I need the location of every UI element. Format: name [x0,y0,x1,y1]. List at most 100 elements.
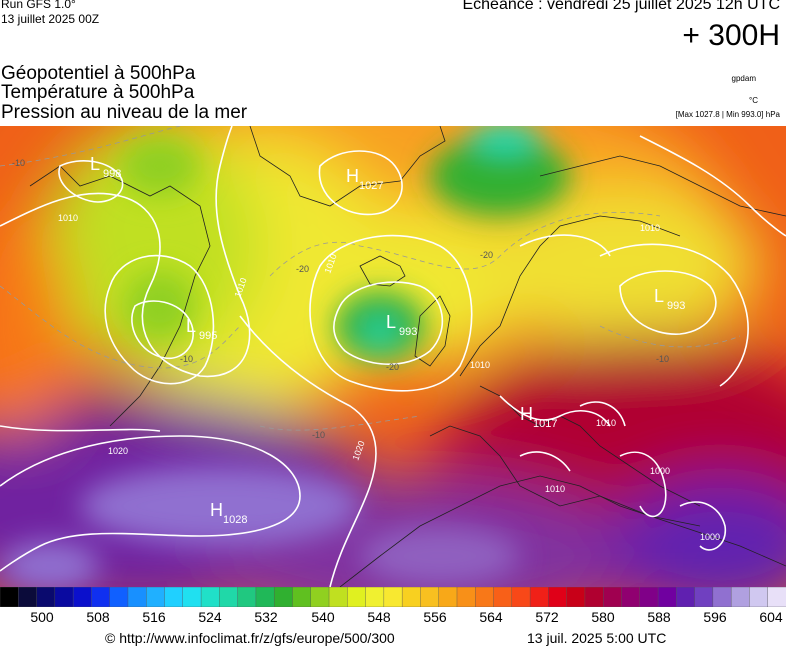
colorbar-cell [475,587,495,607]
colorbar-tick-label: 588 [647,609,671,625]
pressure-center-value: 998 [103,168,121,180]
colorbar-cell [548,587,568,607]
pressure-center-value: 993 [399,326,417,338]
title-geopotential: Géopotentiel à 500hPa [1,63,196,84]
isobar-label: 1010 [58,213,78,223]
colorbar-tick-label: 532 [254,609,278,625]
colorbar-tick-label: 604 [759,609,783,625]
colorbar-cell [676,587,696,607]
colorbar-cell [146,587,166,607]
isobar-label: 1010 [470,360,490,370]
colorbar-cell [328,587,348,607]
temperature-label: -10 [180,354,193,364]
colorbar-cell [657,587,678,607]
pressure-center-letter: L [654,286,664,306]
colorbar-cell [730,587,751,607]
isobar-label: 1010 [640,223,660,233]
colorbar-cell [310,587,330,607]
colorbar-cell [54,587,74,607]
colorbar-cell [164,587,184,607]
colorbar-cell [529,587,550,607]
colorbar-tick-label: 540 [311,609,335,625]
coastlines [29,126,786,587]
pressure-center-letter: L [186,316,196,336]
valid-time: Echéance : vendredi 25 juillet 2025 12h … [462,0,780,13]
colorbar-cell [36,587,56,607]
colorbar-cell [182,587,202,607]
pressure-center-letter: L [90,154,100,174]
colorbar-cell [493,587,513,607]
colorbar-cell [639,587,659,607]
pressure-max-min: [Max 1027.8 | Min 993.0] hPa [675,110,780,119]
temperature-isotherms [0,126,741,431]
isobar-label: 1000 [650,466,670,476]
colorbar-tick-label: 516 [142,609,166,625]
pressure-center-low: L 993 [654,286,685,312]
pressure-center-value: 1028 [223,514,247,526]
temperature-label: -20 [480,250,493,260]
colorbar-cell [273,587,294,607]
pressure-center-letter: H [520,404,533,424]
colorbar-cell [127,587,147,607]
colorbar-cell [91,587,111,607]
colorbar-tick-label: 548 [367,609,391,625]
pressure-center-letter: H [346,166,359,186]
colorbar-cell [237,587,257,607]
colorbar-tick-label: 572 [535,609,559,625]
unit-degc: °C [749,96,758,105]
colorbar-cell [694,587,714,607]
colorbar-tick-label: 580 [591,609,615,625]
isobar-label: 1010 [545,484,565,494]
isobar-label: 1020 [108,446,128,456]
colorbar-cell [456,587,476,607]
pressure-center-letter: L [386,312,396,332]
colorbar-cell [383,587,403,607]
temperature-label: -10 [312,430,325,440]
colorbar-cell [420,587,440,607]
pressure-center-low: L 995 [186,316,217,342]
colorbar-cell [200,587,221,607]
colorbar-cell [712,587,732,607]
colorbar-cell [438,587,458,607]
colorbar-cell [292,587,312,607]
colorbar-tick-label: 556 [423,609,447,625]
pressure-center-letter: H [210,500,223,520]
generation-timestamp: 13 juil. 2025 5:00 UTC [527,630,667,646]
title-pressure: Pression au niveau de la mer [1,102,248,123]
pressure-center-low: L 993 [386,312,417,338]
lead-time: + 300H [682,19,780,52]
colorbar-cell [584,587,604,607]
colorbar-tick-label: 596 [703,609,727,625]
colorbar-cell [566,587,586,607]
isobar-label: 1010 [596,418,616,428]
colorbar-tick-label: 564 [479,609,503,625]
colorbar-cell [347,587,367,607]
unit-gpdam: gpdam [731,74,756,83]
run-label: Run GFS 1.0° [1,0,76,11]
temperature-labels: -10 -10 -20 -20 -20 -10 -10 [12,158,669,440]
colorbar-cell [767,587,786,607]
colorbar-cell [621,587,641,607]
colorbar-cell [72,587,93,607]
pressure-center-value: 1027 [359,180,383,192]
isobars [0,126,786,587]
pressure-center-high: H 1028 [210,500,247,526]
colorbar-cell [365,587,385,607]
colorbar-tick-label: 524 [198,609,222,625]
colorbar-cell [109,587,129,607]
colorbar-tick-label: 508 [86,609,110,625]
pressure-center-value: 993 [667,300,685,312]
colorbar-tick-label: 500 [30,609,54,625]
run-date: 13 juillet 2025 00Z [1,12,100,26]
pressure-center-low: L 998 [90,154,121,180]
pressure-center-high: H 1027 [346,166,383,192]
source-credit: © http://www.infoclimat.fr/z/gfs/europe/… [105,630,395,646]
colorbar-cell [401,587,422,607]
colorbar-cell [18,587,38,607]
colorbar-cell [219,587,239,607]
temperature-label: -20 [296,264,309,274]
colorbar [0,587,786,607]
